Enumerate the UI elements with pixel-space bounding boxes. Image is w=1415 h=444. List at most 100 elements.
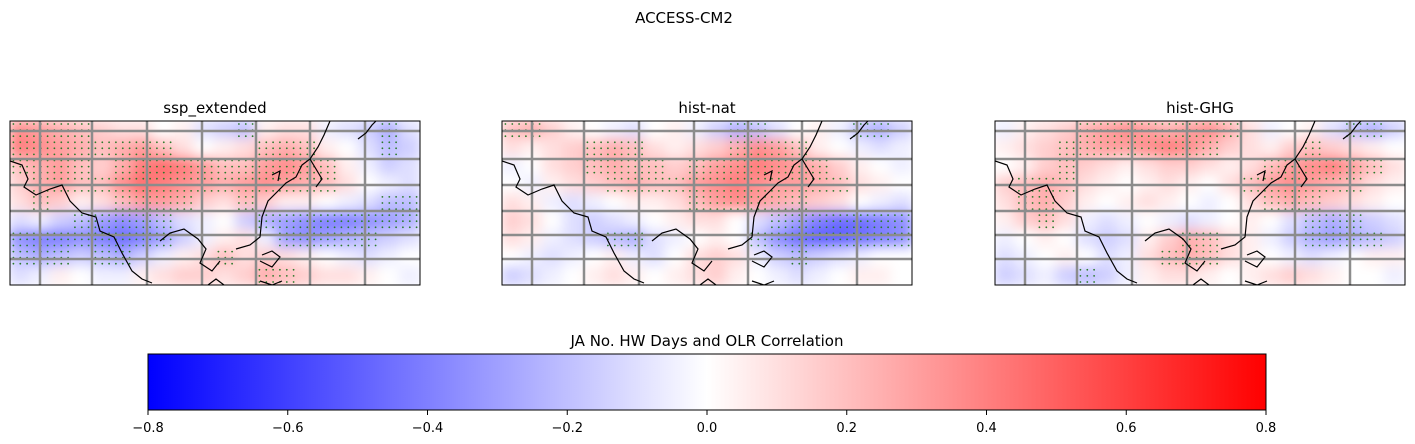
heat-cell: [1137, 192, 1160, 214]
stipple-dot: [265, 275, 268, 277]
stipple-dot: [600, 165, 602, 168]
stipple-dot: [306, 171, 309, 174]
stipple-dot: [771, 177, 773, 180]
stipple-dot: [19, 135, 22, 138]
stipple-dot: [46, 165, 49, 168]
heat-cell: [173, 247, 196, 268]
stipple-dot: [1352, 244, 1355, 247]
stipple-dot: [142, 220, 145, 223]
stipple-dot: [381, 220, 384, 223]
stipple-dot: [771, 214, 773, 217]
stipple-dot: [12, 250, 15, 253]
stipple-dot: [67, 153, 69, 156]
stipple-dot: [1325, 190, 1328, 192]
stipple-dot: [1188, 135, 1191, 138]
stipple-dot: [53, 250, 56, 253]
stipple-dot: [19, 171, 22, 174]
heat-cell: [1219, 247, 1242, 268]
heat-cell: [665, 138, 688, 159]
heat-cell: [1076, 192, 1099, 214]
stipple-dot: [805, 262, 807, 265]
stipple-dot: [791, 141, 794, 144]
heat-cell: [603, 211, 626, 232]
heat-cell: [1178, 265, 1201, 285]
stipple-dot: [320, 165, 322, 168]
stipple-dot: [26, 123, 28, 125]
heat-cell: [644, 138, 667, 159]
stipple-dot: [60, 244, 63, 247]
stipple-dot: [1168, 135, 1171, 138]
stipple-dot: [723, 208, 725, 211]
stipple-dot: [121, 147, 124, 150]
stipple-dot: [33, 190, 35, 192]
stipple-dot: [1305, 171, 1307, 174]
stipple-dot: [812, 244, 814, 247]
stipple-dot: [320, 220, 322, 223]
stipple-dot: [128, 171, 131, 174]
stipple-dot: [1359, 177, 1362, 180]
stipple-dot: [74, 123, 76, 125]
heat-cell: [870, 156, 893, 177]
stipple-dot: [641, 244, 643, 247]
stipple-dot: [1052, 190, 1054, 192]
stipple-dot: [87, 141, 90, 144]
stipple-dot: [620, 171, 623, 174]
stipple-dot: [1298, 208, 1300, 211]
stipple-dot: [1318, 238, 1321, 241]
stipple-dot: [1216, 262, 1218, 265]
stipple-dot: [19, 244, 22, 247]
stipple-dot: [716, 196, 719, 198]
stipple-dot: [272, 177, 274, 180]
stipple-dot: [381, 123, 384, 125]
heat-cell: [1117, 211, 1140, 232]
stipple-dot: [757, 123, 760, 125]
stipple-dot: [1079, 123, 1082, 125]
stipple-dot: [1366, 135, 1369, 138]
stipple-dot: [798, 208, 801, 211]
stipple-dot: [695, 208, 698, 211]
stipple-dot: [87, 220, 90, 223]
stipple-dot: [1352, 214, 1355, 217]
heat-cell: [995, 138, 1017, 159]
stipple-dot: [258, 268, 261, 271]
stipple-dot: [1202, 123, 1205, 125]
stipple-dot: [880, 220, 883, 223]
heat-cell: [890, 192, 912, 214]
stipple-dot: [292, 268, 295, 271]
stipple-dot: [80, 214, 83, 217]
stipple-dot: [1380, 165, 1382, 168]
stipple-dot: [586, 171, 589, 174]
stipple-dot: [791, 190, 794, 192]
stipple-dot: [306, 220, 309, 223]
stipple-dot: [183, 202, 186, 204]
heat-cell: [624, 247, 647, 268]
heat-cell: [214, 229, 237, 250]
stipple-dot: [183, 190, 186, 192]
stipple-dot: [1161, 262, 1164, 265]
stipple-dot: [402, 208, 404, 211]
stipple-dot: [149, 244, 152, 247]
stipple-dot: [415, 196, 418, 198]
stipple-dot: [853, 220, 855, 223]
stipple-dot: [661, 165, 664, 168]
stipple-dot: [1018, 202, 1020, 204]
heat-cell: [1055, 265, 1078, 285]
stipple-dot: [1038, 208, 1041, 211]
stipple-dot: [162, 141, 165, 144]
stipple-dot: [846, 238, 848, 241]
stipple-dot: [53, 244, 56, 247]
stipple-dot: [1359, 190, 1362, 192]
stipple-dot: [415, 208, 418, 211]
stipple-dot: [26, 171, 28, 174]
stipple-dot: [292, 244, 295, 247]
stipple-dot: [866, 214, 869, 217]
stipple-dot: [1154, 141, 1157, 144]
heat-cell: [747, 265, 770, 285]
stipple-dot: [627, 147, 630, 150]
stipple-dot: [866, 123, 869, 125]
stipple-dot: [1325, 177, 1328, 180]
stipple-dot: [1373, 165, 1376, 168]
stipple-dot: [135, 171, 138, 174]
stipple-dot: [80, 147, 83, 150]
stipple-dot: [1154, 147, 1157, 150]
